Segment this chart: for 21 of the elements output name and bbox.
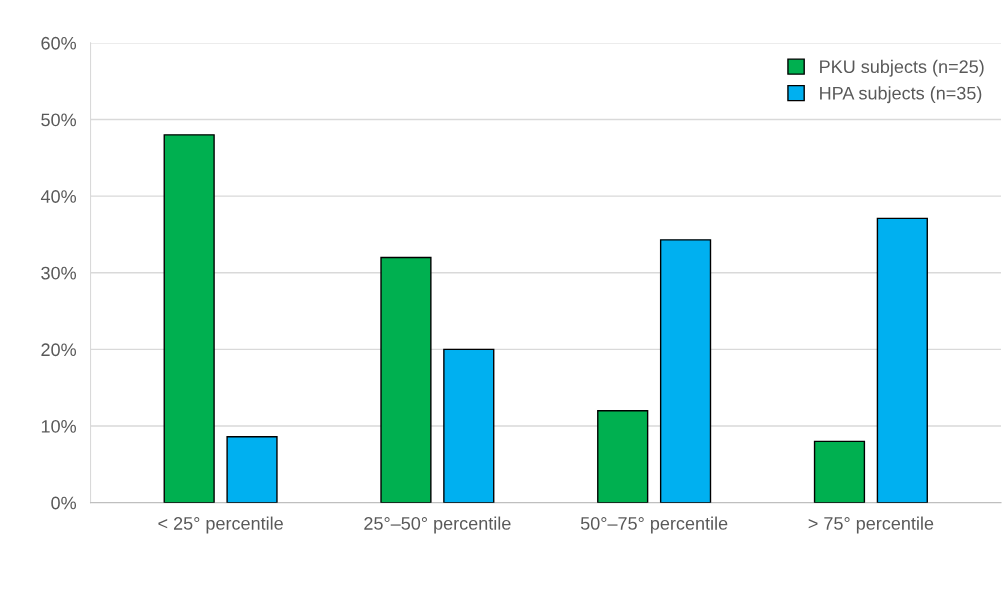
bar [443,348,495,503]
bar [876,217,928,503]
bar [380,256,432,503]
bar [813,440,866,503]
bar [659,239,712,503]
bar [597,410,649,503]
y-tick-label: 60% [41,36,77,50]
x-tick-label: < 25° percentile [158,516,283,534]
x-tick-label: 25°–50° percentile [364,516,511,534]
x-tick-label: > 75° percentile [808,516,934,534]
legend-label: HPA subjects (n=35) [820,86,982,104]
y-tick-label: 0% [51,496,77,510]
y-tick-label: 30% [41,266,77,280]
y-tick-label: 40% [40,190,77,203]
bar [226,436,278,503]
y-tick-label: 10% [41,419,77,433]
y-tick-label: 50% [41,113,77,127]
x-tick-label: 50°–75° percentile [580,516,728,534]
bar [163,134,215,503]
y-tick-label: 20% [41,343,77,357]
legend-label: PKU subjects (n=25) [820,59,984,77]
